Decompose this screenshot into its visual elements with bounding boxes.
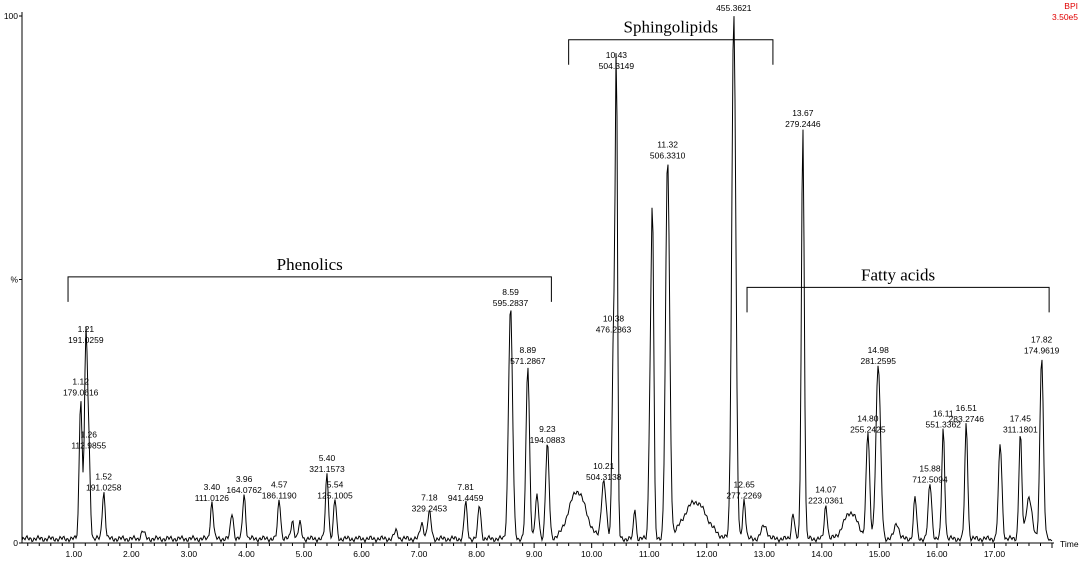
x-tick-label: 17.00 <box>984 549 1006 559</box>
peak-time-label: 11.32 <box>657 140 678 150</box>
peak-mz-label: 186.1190 <box>262 490 297 500</box>
peak-time-label: 1.12 <box>72 377 89 387</box>
x-tick-label: 6.00 <box>353 549 370 559</box>
group-label: Phenolics <box>277 255 343 274</box>
peak-time-label: 7.81 <box>457 482 474 492</box>
x-tick-label: 8.00 <box>468 549 485 559</box>
peak-mz-label: 281.2595 <box>860 356 896 366</box>
group-bracket <box>568 39 774 65</box>
peak-time-label: 1.26 <box>80 429 97 439</box>
peak-mz-label: 311.1801 <box>1003 425 1038 435</box>
peak-mz-label: 571.2867 <box>510 356 546 366</box>
peak-time-label: 10.43 <box>606 50 628 60</box>
peak-time-label: 4.57 <box>271 479 288 489</box>
x-tick-label: 15.00 <box>869 549 891 559</box>
peak-time-label: 17.82 <box>1031 335 1053 345</box>
peak-mz-label: 283.2746 <box>949 414 985 424</box>
peak-time-label: 12.47 <box>723 0 745 2</box>
peak-mz-label: 321.1573 <box>309 464 345 474</box>
peak-time-label: 16.11 <box>933 408 954 418</box>
peak-time-label: 14.80 <box>857 414 879 424</box>
compound-groups: Phenolics Sphingolipids Fatty acids <box>67 18 1050 313</box>
peak-time-label: 5.40 <box>319 453 336 463</box>
x-tick-label: 3.00 <box>181 549 198 559</box>
peak-time-label: 5.54 <box>327 479 344 489</box>
peak-mz-label: 223.0361 <box>808 496 844 506</box>
peak-mz-label: 191.0259 <box>68 335 104 345</box>
peak-time-label: 10.21 <box>593 461 615 471</box>
peak-time-label: 17.45 <box>1010 414 1032 424</box>
y-tick-label: 0 <box>13 538 18 548</box>
peak-mz-label: 476.2863 <box>596 324 632 334</box>
intensity-label: 3.50e5 <box>1052 12 1078 22</box>
x-tick-label: 2.00 <box>123 549 140 559</box>
y-tick-label: 100 <box>4 11 18 21</box>
x-tick-label: 4.00 <box>238 549 255 559</box>
peak-time-label: 12.65 <box>734 479 756 489</box>
x-axis-label: Time <box>1060 539 1079 549</box>
detector-label: BPI <box>1064 1 1078 11</box>
bpi-trace <box>21 16 1053 544</box>
peak-mz-label: 164.0762 <box>226 485 262 495</box>
x-tick-label: 14.00 <box>811 549 833 559</box>
peak-mz-label: 174.9619 <box>1024 346 1060 356</box>
group-label: Sphingolipids <box>624 18 718 37</box>
peak-mz-label: 506.3310 <box>650 151 686 161</box>
x-tick-label: 11.00 <box>639 549 660 559</box>
peak-time-label: 16.51 <box>956 403 978 413</box>
peak-mz-label: 112.9855 <box>71 440 106 450</box>
peak-mz-label: 504.3149 <box>599 61 635 71</box>
peak-mz-label: 551.3362 <box>926 419 962 429</box>
peak-time-label: 8.59 <box>502 287 519 297</box>
peak-time-label: 10.38 <box>603 313 625 323</box>
x-tick-label: 9.00 <box>526 549 543 559</box>
peak-time-label: 14.07 <box>815 485 837 495</box>
peak-mz-label: 125.1005 <box>317 490 353 500</box>
peak-mz-label: 191.0258 <box>86 483 122 493</box>
peak-time-label: 14.98 <box>868 345 890 355</box>
peak-time-label: 1.52 <box>95 472 112 482</box>
group-bracket <box>67 276 552 302</box>
peak-mz-label: 595.2837 <box>493 298 529 308</box>
peak-mz-label: 111.0126 <box>195 493 229 503</box>
y-tick-label: % <box>10 275 18 285</box>
peak-mz-label: 329.2453 <box>412 504 448 514</box>
axes <box>21 12 1054 544</box>
x-tick-label: 16.00 <box>926 549 948 559</box>
peak-mz-label: 941.4459 <box>448 493 484 503</box>
group-label: Fatty acids <box>861 265 935 284</box>
peak-time-label: 3.96 <box>236 474 253 484</box>
x-tick-label: 1.00 <box>66 549 83 559</box>
peak-mz-label: 504.3138 <box>586 472 622 482</box>
x-tick-label: 13.00 <box>754 549 776 559</box>
peak-mz-label: 455.3621 <box>716 3 752 13</box>
peak-mz-label: 179.0616 <box>63 388 99 398</box>
peak-mz-label: 712.5094 <box>912 475 948 485</box>
peak-time-label: 3.40 <box>204 482 221 492</box>
y-ticks: 0% 100 <box>4 11 22 548</box>
x-tick-label: 10.00 <box>581 549 603 559</box>
x-ticks: 1.00 2.00 3.00 4.00 5.00 6.00 7.00 8.00 9.00 10.0… <box>27 543 1053 559</box>
peak-mz-label: 255.2425 <box>850 425 886 435</box>
group-bracket <box>746 286 1050 313</box>
peak-time-label: 13.67 <box>792 108 814 118</box>
peak-mz-label: 194.0883 <box>530 435 566 445</box>
peak-mz-label: 279.2446 <box>785 119 821 129</box>
peak-time-label: 15.88 <box>919 464 941 474</box>
peak-time-label: 9.23 <box>539 424 556 434</box>
x-tick-label: 5.00 <box>296 549 313 559</box>
x-tick-label: 7.00 <box>411 549 428 559</box>
peak-mz-label: 277.2269 <box>726 490 762 500</box>
x-tick-label: 12.00 <box>696 549 718 559</box>
peak-time-label: 7.18 <box>421 493 438 503</box>
peak-time-label: 1.21 <box>78 324 95 334</box>
peak-time-label: 8.89 <box>520 345 537 355</box>
